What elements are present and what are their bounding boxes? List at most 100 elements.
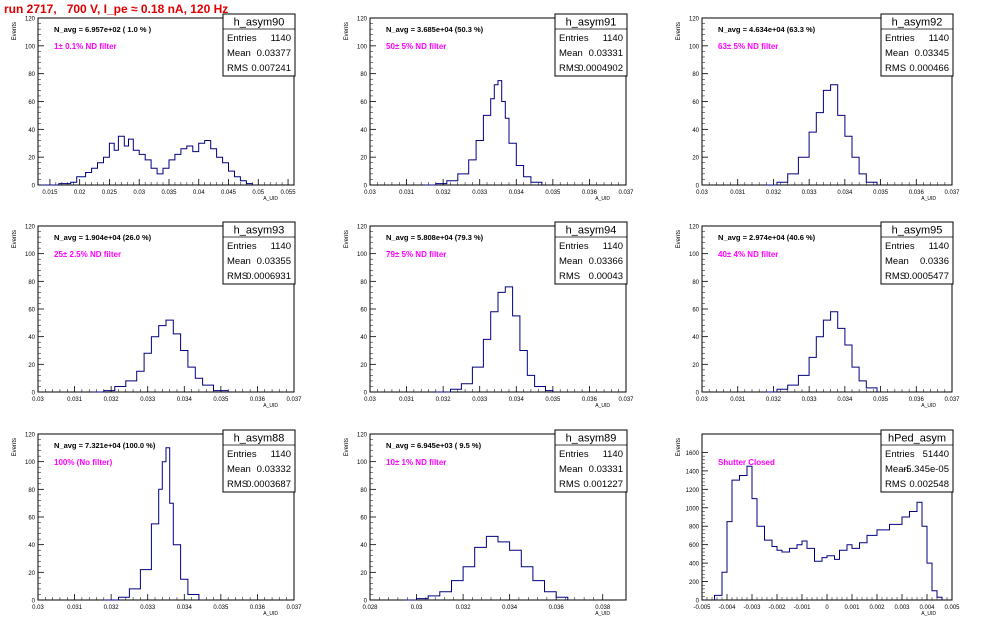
y-tick-label: 60 [692,100,699,106]
filter-annotation: 1± 0.1% ND filter [54,42,117,51]
x-tick-label: 0.034 [177,605,193,611]
panel-h_asym90: 0 20 40 60 80 100 120 0.015 0.02 0.025 0.03 0.035 0.… [12,13,296,202]
y-tick-label: 600 [689,543,700,549]
stats-value: -5.345e-05 [903,464,949,475]
x-tick-label: 0.035 [545,190,561,196]
y-tick-label: 60 [360,100,367,106]
x-tick-label: 0.036 [909,397,925,403]
stats-value: 0.03377 [257,48,291,59]
filter-annotation: 79± 5% ND filter [386,250,446,259]
stats-key: Entries [559,33,589,44]
stats-value: 1140 [271,33,291,44]
y-tick-label: 20 [692,363,699,369]
stats-key: Mean [227,464,251,475]
x-tick-label: 0.032 [456,605,472,611]
filter-annotation: 63± 5% ND filter [718,42,778,51]
n-avg-label: N_avg = 5.808e+04 (79.3 %) [386,233,484,242]
x-tick-label: 0.034 [502,605,518,611]
stats-key: RMS [885,63,906,74]
y-tick-label: 60 [692,308,699,314]
y-axis-label: Events [676,438,682,456]
y-tick-label: 80 [360,488,367,494]
y-tick-label: 120 [25,225,36,231]
histogram-line [424,80,543,186]
stats-key: Entries [885,33,915,44]
histogram-line [714,465,943,600]
stats-key: Mean [227,48,251,59]
stats-key: Entries [559,241,589,252]
y-tick-label: 120 [357,225,368,231]
x-tick-label: 0.034 [837,397,853,403]
stats-value: 1140 [271,241,291,252]
stats-value: 0.03366 [589,256,623,267]
y-tick-label: 120 [689,225,700,231]
filter-annotation: 50± 5% ND filter [386,42,446,51]
y-tick-label: 20 [360,363,367,369]
x-tick-label: 0.036 [549,605,565,611]
x-tick-label: 0.035 [545,397,561,403]
y-axis-label: Events [344,438,350,456]
x-tick-label: 0.032 [104,397,120,403]
n-avg-label: N_avg = 6.945e+03 ( 9.5 %) [386,441,482,450]
stats-key: Entries [227,33,257,44]
x-tick-label: 0.034 [837,190,853,196]
stats-title: h_asym88 [234,433,285,445]
x-axis-label: A_UID [921,611,936,617]
stats-key: Entries [885,449,915,460]
stats-title: h_asym92 [892,17,943,29]
histogram-line [435,286,554,393]
x-tick-label: 0.04 [193,190,205,196]
x-tick-label: 0.036 [909,190,925,196]
x-tick-label: 0.03 [364,397,376,403]
y-tick-label: 60 [28,100,35,106]
y-tick-label: 1600 [686,451,700,457]
page-title: run 2717, 700 V, I_pe ≈ 0.18 nA, 120 Hz [4,2,229,16]
y-tick-label: 60 [360,516,367,522]
stats-value: 0.0336 [920,256,949,267]
x-axis-label: A_UID [263,196,278,202]
y-tick-label: 40 [360,128,367,134]
n-avg-label: N_avg = 2.974e+04 (40.6 %) [718,233,816,242]
y-tick-label: 80 [28,280,35,286]
filter-annotation: 40± 4% ND filter [718,250,778,259]
x-tick-label: 0.037 [618,397,634,403]
stats-value: 0.0003687 [246,479,291,490]
y-tick-label: 100 [25,44,36,50]
x-tick-label: -0.005 [693,605,711,611]
histogram-line [41,135,253,186]
stats-value: 0.000466 [909,63,949,74]
x-tick-label: 0.025 [102,190,118,196]
y-tick-label: 80 [360,72,367,78]
n-avg-label: N_avg = 4.634e+04 (63.3 %) [718,25,816,34]
stats-value: 0.03331 [589,464,623,475]
x-tick-label: 0.002 [869,605,885,611]
stats-key: Entries [559,449,589,460]
stats-title: h_asym94 [566,225,617,237]
y-axis-label: Events [12,230,18,248]
x-tick-label: 0.05 [252,190,264,196]
x-axis-label: A_UID [263,611,278,617]
x-axis-label: A_UID [263,403,278,409]
histogram-line [766,311,878,393]
y-tick-label: 800 [689,525,700,531]
y-tick-label: 40 [28,128,35,134]
y-tick-label: 120 [689,17,700,23]
stats-box [222,429,296,493]
x-tick-label: 0.033 [802,397,818,403]
x-tick-label: 0.03 [696,397,708,403]
x-tick-label: 0.033 [140,605,156,611]
x-tick-label: 0.037 [286,397,302,403]
stats-title: hPed_asym [888,433,946,445]
x-tick-label: 0.037 [944,397,960,403]
y-tick-label: 20 [360,571,367,577]
histogram-line [404,535,569,601]
y-tick-label: 100 [689,252,700,258]
n-avg-label: N_avg = 6.957e+02 ( 1.0 % ) [54,25,152,34]
stats-value: 0.00043 [589,271,623,282]
stats-value: 0.0004902 [578,63,623,74]
stats-box [222,221,296,285]
stats-value: 0.03345 [915,48,949,59]
y-axis-label: Events [12,438,18,456]
x-tick-label: 0.03 [32,605,44,611]
